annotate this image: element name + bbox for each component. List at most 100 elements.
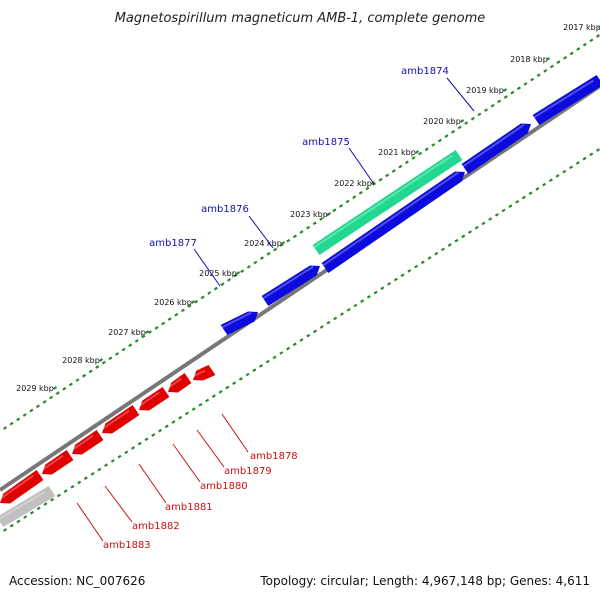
ruler-dot	[220, 282, 225, 287]
ruler-dot	[108, 356, 113, 361]
ruler-dot	[124, 450, 129, 455]
ruler-dot	[75, 378, 80, 382]
ruler-dot	[167, 317, 172, 321]
kbp-tick-label: 2022 kbp	[334, 179, 372, 188]
ruler-dot	[454, 238, 459, 243]
gene-label-amb1876: amb1876	[201, 204, 249, 215]
ruler-dot	[457, 125, 462, 130]
ruler-dot	[536, 73, 541, 78]
ruler-dot	[575, 161, 580, 165]
ruler-dot	[265, 359, 270, 364]
ruler-dot	[161, 321, 166, 326]
ruler-dot	[461, 234, 466, 239]
ruler-dot	[424, 147, 429, 152]
ruler-dot	[3, 528, 7, 532]
ruler-dot	[555, 174, 560, 178]
ruler-dot	[596, 34, 600, 38]
ruler-dot	[589, 38, 594, 43]
kbp-tick-label: 2018 kbp	[510, 55, 548, 64]
ruler-dot	[29, 408, 34, 413]
ruler-dot	[266, 251, 271, 256]
gene-label-amb1875: amb1875	[302, 137, 350, 148]
gene-feature-amb1877	[220, 311, 258, 335]
ruler-dot	[95, 365, 100, 369]
kbp-tick-label: 2023 kbp	[290, 210, 328, 219]
label-leader-line	[196, 429, 225, 468]
ruler-dot	[319, 325, 324, 329]
ruler-dot	[464, 121, 469, 125]
ruler-dot	[240, 269, 245, 274]
kbp-tick-label: 2028 kbp	[62, 356, 100, 365]
ruler-dot	[238, 376, 243, 381]
ruler-dot	[380, 286, 385, 291]
ruler-dot	[194, 299, 199, 304]
ruler-dot	[562, 55, 568, 60]
gene-feature-amb1879	[136, 387, 170, 411]
ruler-dot	[174, 312, 179, 317]
ruler-dot	[516, 86, 522, 91]
ruler-dot	[589, 152, 594, 157]
ruler-dot	[9, 421, 14, 426]
ruler-dot	[88, 369, 93, 374]
ruler-dot	[97, 467, 102, 472]
ruler-dot	[3, 426, 7, 430]
ruler-dot	[171, 420, 176, 424]
gene-feature-amb1880	[99, 405, 140, 434]
kbp-tick-label: 2019 kbp	[466, 86, 504, 95]
ruler-dot	[345, 199, 350, 204]
kbp-tick-mark	[235, 271, 241, 275]
ruler-dot	[521, 195, 526, 200]
ruler-dot	[483, 108, 489, 112]
kbp-tick-mark	[280, 241, 286, 245]
gene-label-amb1878: amb1878	[250, 451, 298, 462]
kbp-tick-mark	[459, 119, 465, 123]
ruler-dot	[141, 334, 146, 339]
kbp-tick-mark	[545, 57, 551, 61]
ruler-dot	[391, 169, 396, 173]
label-leader-line	[446, 77, 475, 112]
ruler-dot	[279, 351, 284, 355]
ruler-dot	[366, 294, 371, 299]
ruler-dot	[418, 151, 423, 156]
ruler-dot	[70, 484, 75, 489]
ruler-dot	[528, 191, 533, 196]
ruler-dot	[227, 278, 231, 282]
ruler-dot	[207, 291, 212, 295]
ruler-dot	[114, 352, 120, 356]
kbp-tick-mark	[144, 330, 150, 334]
ruler-dot	[437, 138, 442, 143]
ruler-dot	[128, 343, 133, 348]
ruler-dot	[494, 212, 499, 217]
gene-label-amb1881: amb1881	[165, 502, 213, 513]
kbp-tick-label: 2017 kbp	[563, 23, 600, 32]
ruler-dot	[378, 177, 383, 182]
ruler-dot	[232, 381, 237, 386]
kbp-tick-label: 2029 kbp	[16, 384, 54, 393]
backbone-line	[0, 84, 600, 492]
ruler-dot	[306, 225, 311, 230]
ruler-dot	[523, 82, 528, 86]
ruler-dot	[393, 277, 398, 282]
ruler-dot	[56, 493, 61, 498]
ruler-dot	[562, 169, 567, 174]
ruler-dot	[299, 338, 304, 342]
ruler-dot	[373, 290, 378, 295]
ruler-dot	[319, 217, 324, 221]
ruler-dot	[339, 312, 344, 316]
ruler-dot	[441, 247, 445, 252]
ruler-dot	[286, 238, 291, 243]
ruler-dot	[474, 225, 479, 230]
gene-label-amb1880: amb1880	[200, 481, 248, 492]
ruler-dot	[556, 60, 561, 65]
ruler-dot	[117, 454, 122, 459]
ruler-dot	[360, 299, 365, 304]
gene-label-amb1877: amb1877	[149, 238, 197, 249]
gene-label-amb1879: amb1879	[224, 466, 272, 477]
ruler-dot	[191, 407, 196, 411]
ruler-dot	[259, 364, 264, 368]
kbp-ruler: 2017 kbp 2018 kbp 2019 kbp 2020 kbp 2021 kbp…	[16, 23, 600, 393]
ruler-dot	[134, 339, 139, 343]
ruler-dot	[352, 195, 357, 200]
ruler-dot	[398, 164, 403, 169]
gene-feature-grey	[0, 486, 56, 527]
